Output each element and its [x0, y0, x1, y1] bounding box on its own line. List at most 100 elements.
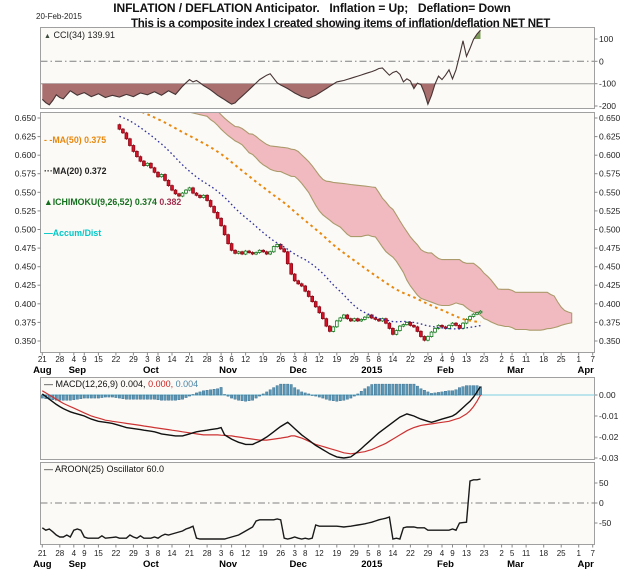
svg-text:0.475: 0.475 [15, 243, 37, 253]
ichimoku-triangle-icon: ▲ [44, 197, 53, 208]
svg-text:Dec: Dec [289, 559, 306, 569]
svg-text:19: 19 [332, 549, 341, 558]
svg-text:0.400: 0.400 [15, 299, 37, 309]
ma20-label: MA(20) 0.372 [52, 166, 107, 177]
ma50-line [141, 113, 481, 324]
svg-text:0: 0 [599, 498, 604, 508]
svg-text:Feb: Feb [437, 365, 454, 376]
svg-text:2015: 2015 [361, 365, 383, 376]
legend-ma20: ···MA(20) 0.372 [44, 166, 181, 176]
svg-text:100: 100 [599, 34, 613, 44]
svg-text:0.500: 0.500 [599, 225, 621, 235]
price-legend: - -MA(50) 0.375 ···MA(20) 0.372 ▲ICHIMOK… [44, 114, 181, 249]
macd-signal-value: 0.000, [145, 379, 174, 389]
macd-line-icon: — [44, 379, 56, 389]
ichimoku-cloud [190, 113, 573, 331]
svg-text:6: 6 [229, 549, 234, 558]
svg-text:8: 8 [303, 549, 308, 558]
ichimoku-spanb-value: 0.382 [159, 197, 182, 208]
svg-text:22: 22 [406, 355, 415, 364]
svg-text:11: 11 [522, 549, 531, 558]
svg-text:9: 9 [450, 549, 455, 558]
svg-text:5: 5 [366, 549, 371, 558]
svg-text:7: 7 [590, 355, 595, 364]
svg-text:4: 4 [440, 549, 445, 558]
svg-text:25: 25 [557, 549, 566, 558]
svg-text:5: 5 [510, 549, 515, 558]
svg-text:8: 8 [377, 355, 382, 364]
svg-text:0.600: 0.600 [599, 150, 621, 160]
cci-legend: ▲ CCI(34) 139.91 [44, 30, 115, 42]
accumdist-line-icon: — [44, 228, 53, 239]
svg-text:23: 23 [480, 549, 489, 558]
svg-text:13: 13 [462, 549, 471, 558]
accumdist-label: Accum/Dist [52, 228, 102, 239]
svg-text:0.400: 0.400 [599, 299, 621, 309]
svg-text:19: 19 [332, 355, 341, 364]
svg-text:8: 8 [303, 355, 308, 364]
svg-text:4: 4 [72, 549, 77, 558]
price-plot [117, 113, 573, 342]
svg-text:22: 22 [111, 549, 120, 558]
ma20-line [119, 115, 481, 330]
svg-text:7: 7 [590, 549, 595, 558]
chart-title: INFLATION / DEFLATION Anticipator. Infla… [113, 1, 511, 15]
svg-text:3: 3 [145, 355, 150, 364]
svg-text:3: 3 [219, 355, 224, 364]
svg-text:14: 14 [388, 355, 397, 364]
ma50-swatch-icon: - - [44, 134, 53, 145]
cci-panel [40, 27, 595, 109]
svg-text:0.650: 0.650 [15, 113, 37, 123]
macd-value: MACD(12,26,9) 0.004, [55, 379, 146, 389]
svg-text:15: 15 [94, 549, 103, 558]
svg-text:Aug: Aug [33, 365, 52, 376]
svg-text:0.600: 0.600 [15, 150, 37, 160]
svg-text:8: 8 [377, 549, 382, 558]
svg-text:21: 21 [38, 355, 47, 364]
chart-date: 20-Feb-2015 [36, 12, 82, 21]
svg-text:2: 2 [499, 549, 504, 558]
svg-text:21: 21 [38, 549, 47, 558]
svg-text:-100: -100 [599, 79, 616, 89]
svg-text:Nov: Nov [219, 365, 238, 376]
svg-text:0.450: 0.450 [15, 262, 37, 272]
svg-text:28: 28 [203, 549, 212, 558]
svg-text:29: 29 [350, 549, 359, 558]
svg-text:28: 28 [55, 355, 64, 364]
svg-text:25: 25 [557, 355, 566, 364]
svg-text:14: 14 [388, 549, 397, 558]
svg-text:-200: -200 [599, 101, 616, 111]
svg-text:8: 8 [156, 355, 161, 364]
svg-text:0.00: 0.00 [599, 390, 616, 400]
svg-text:Mar: Mar [507, 559, 524, 569]
svg-text:Mar: Mar [507, 365, 524, 376]
svg-text:18: 18 [539, 549, 548, 558]
svg-text:50: 50 [599, 478, 609, 488]
svg-text:12: 12 [241, 355, 250, 364]
svg-text:4: 4 [72, 355, 77, 364]
svg-text:-0.01: -0.01 [599, 411, 619, 421]
candlesticks [117, 123, 483, 342]
svg-text:28: 28 [55, 549, 64, 558]
svg-text:14: 14 [168, 355, 177, 364]
svg-text:-0.03: -0.03 [599, 453, 619, 463]
svg-text:2: 2 [499, 355, 504, 364]
svg-text:-0.02: -0.02 [599, 432, 619, 442]
svg-text:0.525: 0.525 [599, 206, 621, 216]
svg-text:Apr: Apr [578, 365, 595, 376]
svg-text:23: 23 [480, 355, 489, 364]
svg-text:3: 3 [145, 549, 150, 558]
svg-text:6: 6 [229, 355, 234, 364]
triangle-icon: ▲ [44, 33, 51, 40]
svg-text:0.650: 0.650 [599, 113, 621, 123]
aroon-line-icon: — [44, 464, 56, 474]
aroon-label: AROON(25) Oscillator 60.0 [55, 464, 165, 474]
svg-text:Nov: Nov [219, 559, 238, 569]
svg-text:12: 12 [315, 355, 324, 364]
svg-text:5: 5 [366, 355, 371, 364]
macd-histogram [40, 383, 482, 402]
svg-text:18: 18 [539, 355, 548, 364]
svg-text:0.625: 0.625 [599, 132, 621, 142]
